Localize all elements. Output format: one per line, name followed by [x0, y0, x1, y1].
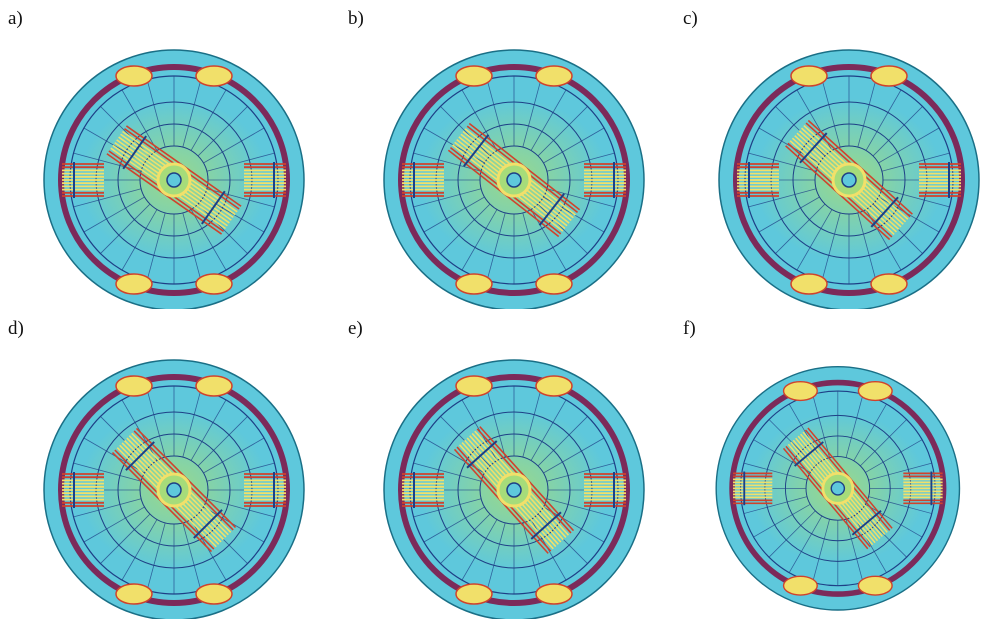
panel-a: a)	[0, 0, 327, 309]
magnet-pads	[455, 375, 573, 605]
stator-poles	[402, 472, 626, 508]
magnet-pads	[782, 380, 893, 596]
coil-ring	[398, 64, 630, 296]
shaft-hole	[830, 481, 846, 496]
panel-b: b)	[340, 0, 667, 309]
coil-ring	[58, 64, 290, 296]
panel-label: a)	[8, 8, 23, 29]
shaft-hole	[166, 172, 182, 188]
coil-ring	[58, 374, 290, 606]
magnet-pads	[115, 375, 233, 605]
motor-cross-section-e	[383, 359, 645, 619]
panel-f: f)	[675, 310, 981, 619]
shaft-hole	[506, 172, 522, 188]
motor-cross-section-d	[43, 359, 305, 619]
coil-ring	[729, 379, 947, 597]
shaft-hole	[166, 482, 182, 498]
shaft-hole	[841, 172, 857, 188]
panel-label: e)	[348, 318, 363, 339]
panel-label: d)	[8, 318, 24, 339]
shaft-hole	[506, 482, 522, 498]
stator-poles	[402, 162, 626, 198]
panel-d: d)	[0, 310, 327, 619]
motor-cross-section-f	[715, 366, 961, 611]
stator-poles	[737, 162, 961, 198]
panel-c: c)	[675, 0, 981, 309]
stator-poles	[62, 472, 286, 508]
stator-poles	[62, 162, 286, 198]
panel-label: c)	[683, 8, 698, 29]
coil-ring	[733, 64, 965, 296]
mesh-spokes	[70, 386, 278, 594]
magnet-pads	[790, 65, 908, 295]
panel-label: b)	[348, 8, 364, 29]
panel-label: f)	[683, 318, 696, 339]
magnet-pads	[115, 65, 233, 295]
motor-cross-section-c	[718, 49, 980, 309]
motor-cross-section-b	[383, 49, 645, 309]
mesh-spokes	[410, 76, 618, 284]
panel-e: e)	[340, 310, 667, 619]
motor-cross-section-a	[43, 49, 305, 309]
coil-ring	[398, 374, 630, 606]
stator-poles	[733, 471, 943, 506]
magnet-pads	[455, 65, 573, 295]
